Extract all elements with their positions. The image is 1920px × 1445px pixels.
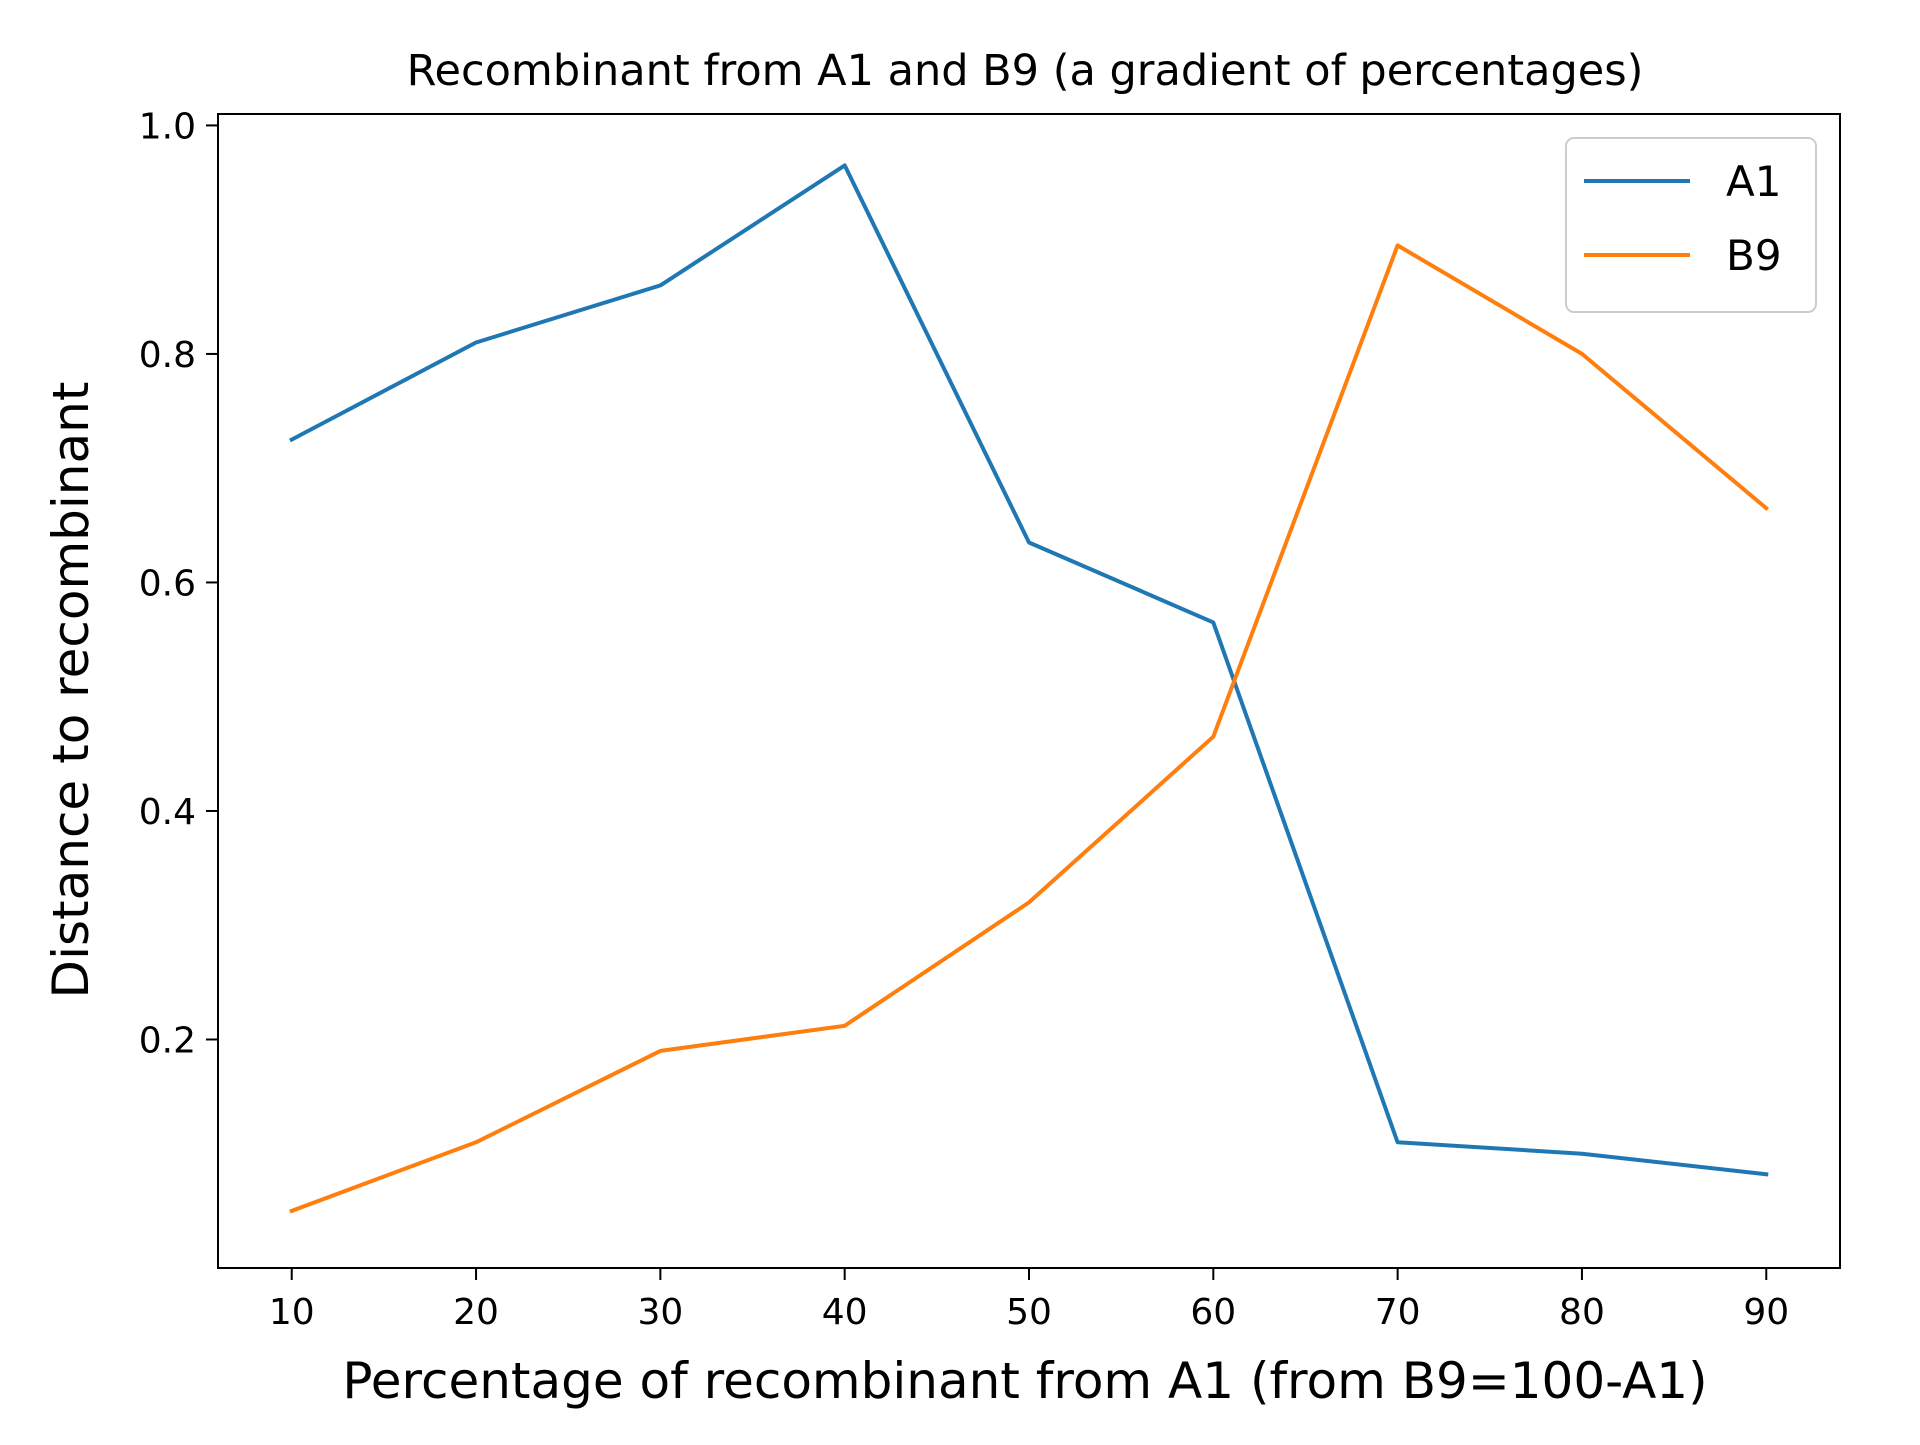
x-tick-label: 20 — [453, 1292, 499, 1333]
x-tick-label: 40 — [822, 1292, 868, 1333]
x-tick-label: 70 — [1375, 1292, 1421, 1333]
series-line-a1 — [288, 163, 1769, 1177]
y-axis-label: Distance to recombinant — [42, 382, 100, 999]
x-axis-label: Percentage of recombinant from A1 (from … — [342, 1352, 1707, 1410]
y-tick-label: 0.4 — [139, 792, 196, 833]
plot-area: 10 20 30 40 50 60 70 80 90 0.2 0.4 0.6 0.8 1.0 — [139, 106, 1841, 1333]
legend-label-a1: A1 — [1726, 157, 1781, 206]
x-tick-label: 90 — [1743, 1292, 1789, 1333]
y-tick-label: 0.8 — [139, 335, 196, 376]
legend: A1 B9 — [1565, 137, 1817, 313]
x-tick-label: 80 — [1559, 1292, 1605, 1333]
x-tick-label: 60 — [1190, 1292, 1236, 1333]
legend-label-b9: B9 — [1726, 231, 1782, 280]
y-tick-label: 1.0 — [139, 106, 196, 147]
y-tick-label: 0.6 — [139, 563, 196, 604]
x-tick-label: 30 — [637, 1292, 683, 1333]
y-tick-label: 0.2 — [139, 1020, 196, 1061]
x-tick-label: 10 — [269, 1292, 315, 1333]
series-line-b9 — [289, 243, 1770, 1214]
x-tick-label: 50 — [1006, 1292, 1052, 1333]
chart-title: Recombinant from A1 and B9 (a gradient o… — [407, 46, 1644, 96]
